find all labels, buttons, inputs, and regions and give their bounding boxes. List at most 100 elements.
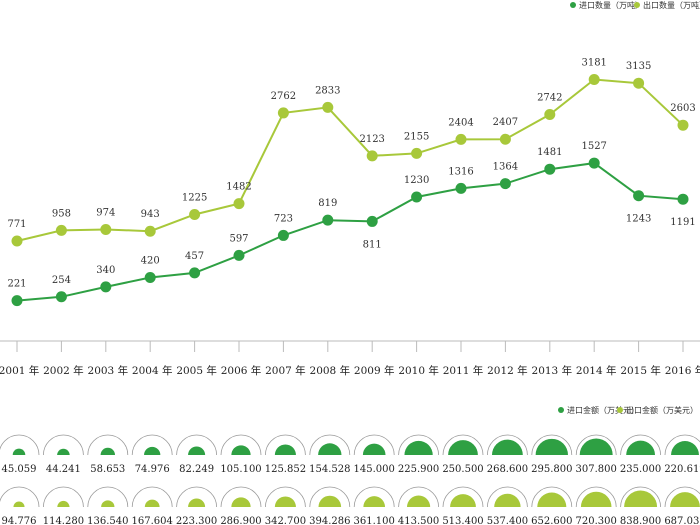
- dome-fill: [535, 438, 568, 455]
- legend-import-quantity-swatch: [570, 2, 576, 8]
- dome-fill: [318, 495, 342, 507]
- dome-fill: [231, 445, 251, 455]
- dome-fill: [580, 491, 612, 507]
- data-label: 2603: [670, 103, 695, 114]
- data-point: [544, 163, 556, 175]
- data-point: [455, 133, 467, 145]
- dome-outline: [0, 434, 40, 456]
- dome-fill: [13, 501, 25, 507]
- dome-outline: [43, 434, 84, 456]
- data-label: 221: [7, 279, 26, 290]
- data-label: 1191: [670, 217, 695, 228]
- legend-import-amount-swatch: [558, 407, 564, 413]
- data-label: 1225: [182, 193, 207, 204]
- dome-outline: [265, 486, 306, 508]
- data-point: [677, 119, 689, 131]
- amount-label: 114.280: [43, 516, 84, 525]
- legend-export-amount-label: 出口金额（万美元）: [626, 405, 698, 415]
- dome-outline: [131, 434, 173, 456]
- data-point: [144, 225, 156, 237]
- amount-label: 125.852: [265, 464, 306, 475]
- legend-export-quantity-label: 出口数量（万吨）: [643, 0, 700, 10]
- data-point: [677, 193, 689, 205]
- data-point: [11, 295, 23, 307]
- amount-label: 361.100: [354, 516, 395, 525]
- data-label: 1243: [626, 214, 651, 225]
- dome-outline: [87, 434, 129, 456]
- dome-outline: [220, 486, 262, 508]
- x-tick-label: 2011 年: [443, 364, 484, 377]
- x-tick-label: 2004 年: [132, 364, 173, 377]
- dome-outline: [353, 434, 395, 456]
- amount-label: 250.500: [442, 464, 483, 475]
- data-point: [55, 224, 67, 236]
- x-tick-label: 2014 年: [576, 364, 617, 377]
- series-line: [16, 78, 684, 242]
- dome-outline: [487, 434, 528, 456]
- data-point: [144, 272, 156, 283]
- x-axis: 2001 年 2002 年 2003 年 2004 年 2005 年 2006 年 2007…: [0, 340, 700, 377]
- data-point: [588, 74, 600, 86]
- amount-label: 45.059: [2, 464, 37, 475]
- data-label: 1481: [537, 147, 562, 158]
- dome-fill: [188, 498, 206, 507]
- amount-label: 286.900: [220, 516, 261, 525]
- amount-label: 58.653: [90, 464, 125, 475]
- dome-fill: [624, 490, 658, 507]
- data-point: [499, 133, 511, 145]
- data-label: 597: [229, 233, 248, 244]
- data-label: 457: [185, 251, 204, 262]
- data-label: 1527: [581, 141, 606, 152]
- data-label: 3135: [626, 61, 651, 72]
- data-point: [11, 235, 23, 247]
- data-label: 943: [141, 209, 160, 220]
- data-point: [633, 77, 645, 89]
- data-point: [100, 223, 112, 235]
- x-tick-label: 2008 年: [310, 364, 351, 377]
- amount-label: 342.700: [265, 516, 306, 525]
- amount-label: 720.300: [576, 516, 617, 525]
- dome-outline: [0, 486, 40, 508]
- dome-outline: [531, 486, 573, 508]
- amount-domes: 45.059 44.241 58.653 74.976 82.249 105.100 125…: [0, 434, 700, 525]
- data-label: 2155: [404, 131, 429, 142]
- dome-outline: [265, 434, 306, 456]
- data-label: 340: [96, 265, 115, 276]
- dome-outline: [664, 434, 700, 456]
- amount-label: 513.400: [442, 516, 483, 525]
- data-point: [366, 150, 378, 162]
- dome-outline: [176, 486, 217, 508]
- series-line: [16, 162, 684, 302]
- x-tick-label: 2010 年: [398, 364, 439, 377]
- dome-fill: [407, 495, 431, 507]
- data-label: 958: [52, 208, 71, 219]
- amount-label: 105.100: [220, 464, 261, 475]
- dome-fill: [494, 493, 521, 507]
- amount-label: 136.540: [87, 516, 128, 525]
- data-point: [233, 198, 245, 210]
- data-label: 254: [52, 275, 71, 286]
- dome-fill: [448, 440, 478, 455]
- amount-label: 220.619: [664, 464, 700, 475]
- dome-fill: [363, 496, 386, 507]
- amount-label: 537.400: [487, 516, 528, 525]
- amount-label: 74.976: [135, 464, 170, 475]
- amount-label: 295.800: [531, 464, 572, 475]
- import-amount-row: 45.059 44.241 58.653 74.976 82.249 105.100 125…: [0, 434, 700, 475]
- legend-import-amount-label: 进口金额（万美元）: [567, 405, 639, 415]
- dome-fill: [231, 497, 251, 507]
- data-label: 2123: [359, 134, 384, 145]
- dome-fill: [404, 440, 433, 455]
- amount-label: 167.604: [132, 516, 173, 525]
- data-point: [277, 229, 289, 241]
- data-point: [411, 147, 423, 159]
- data-point: [322, 214, 334, 226]
- amount-label: 82.249: [179, 464, 214, 475]
- x-tick-label: 2005 年: [176, 364, 217, 377]
- x-tick-label: 2003 年: [88, 364, 129, 377]
- dome-fill: [450, 494, 476, 507]
- data-point: [588, 157, 600, 169]
- data-label: 819: [318, 198, 337, 209]
- data-point: [411, 191, 423, 203]
